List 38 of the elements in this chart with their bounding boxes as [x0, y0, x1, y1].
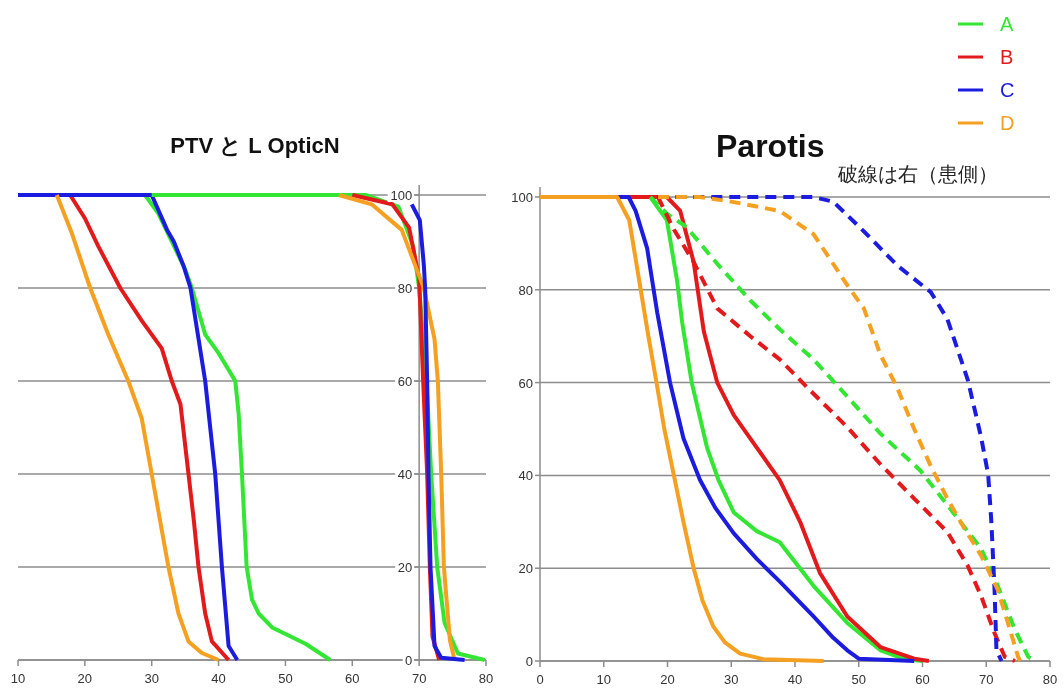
legend-label: A — [1000, 13, 1014, 35]
x-tick-label: 80 — [478, 671, 494, 686]
x-tick-label: 60 — [915, 672, 930, 687]
y-tick-label: 40 — [397, 467, 413, 482]
x-tick-label: 30 — [724, 672, 739, 687]
y-tick-label: 20 — [397, 560, 413, 575]
x-tick-label: 70 — [979, 672, 994, 687]
chart-subtitle: 破線は右（患側） — [837, 163, 998, 185]
y-tick-label: 80 — [397, 281, 413, 296]
x-tick-label: 20 — [660, 672, 675, 687]
x-tick-label: 80 — [1042, 672, 1058, 687]
y-tick-label: 80 — [518, 282, 533, 298]
x-tick-label: 10 — [596, 672, 611, 687]
legend-label: B — [1000, 46, 1014, 68]
line-series — [538, 195, 826, 663]
chart-title: Parotis — [716, 128, 825, 164]
x-tick-label: 40 — [787, 672, 803, 687]
line-series — [16, 193, 240, 662]
x-tick-label: 20 — [77, 671, 93, 686]
y-tick-label: 0 — [404, 653, 413, 668]
x-tick-label: 70 — [411, 671, 427, 686]
x-tick-label: 60 — [345, 671, 360, 686]
y-tick-label: 100 — [390, 188, 413, 203]
x-tick-label: 50 — [851, 672, 866, 687]
y-tick-label: 60 — [397, 374, 413, 389]
y-tick-label: 60 — [518, 375, 533, 391]
x-tick-label: 40 — [211, 671, 226, 686]
chart-title: PTV と L OpticN — [170, 133, 340, 158]
x-tick-label: 10 — [10, 671, 26, 686]
y-tick-label: 20 — [518, 561, 533, 577]
legend-label: D — [1000, 112, 1015, 134]
x-tick-label: 50 — [278, 671, 293, 686]
legend-label: C — [1000, 79, 1015, 101]
x-tick-label: 0 — [536, 672, 544, 687]
y-tick-label: 0 — [525, 654, 533, 669]
y-tick-label: 40 — [518, 468, 533, 484]
y-tick-label: 100 — [511, 190, 533, 205]
x-tick-label: 30 — [144, 671, 159, 686]
